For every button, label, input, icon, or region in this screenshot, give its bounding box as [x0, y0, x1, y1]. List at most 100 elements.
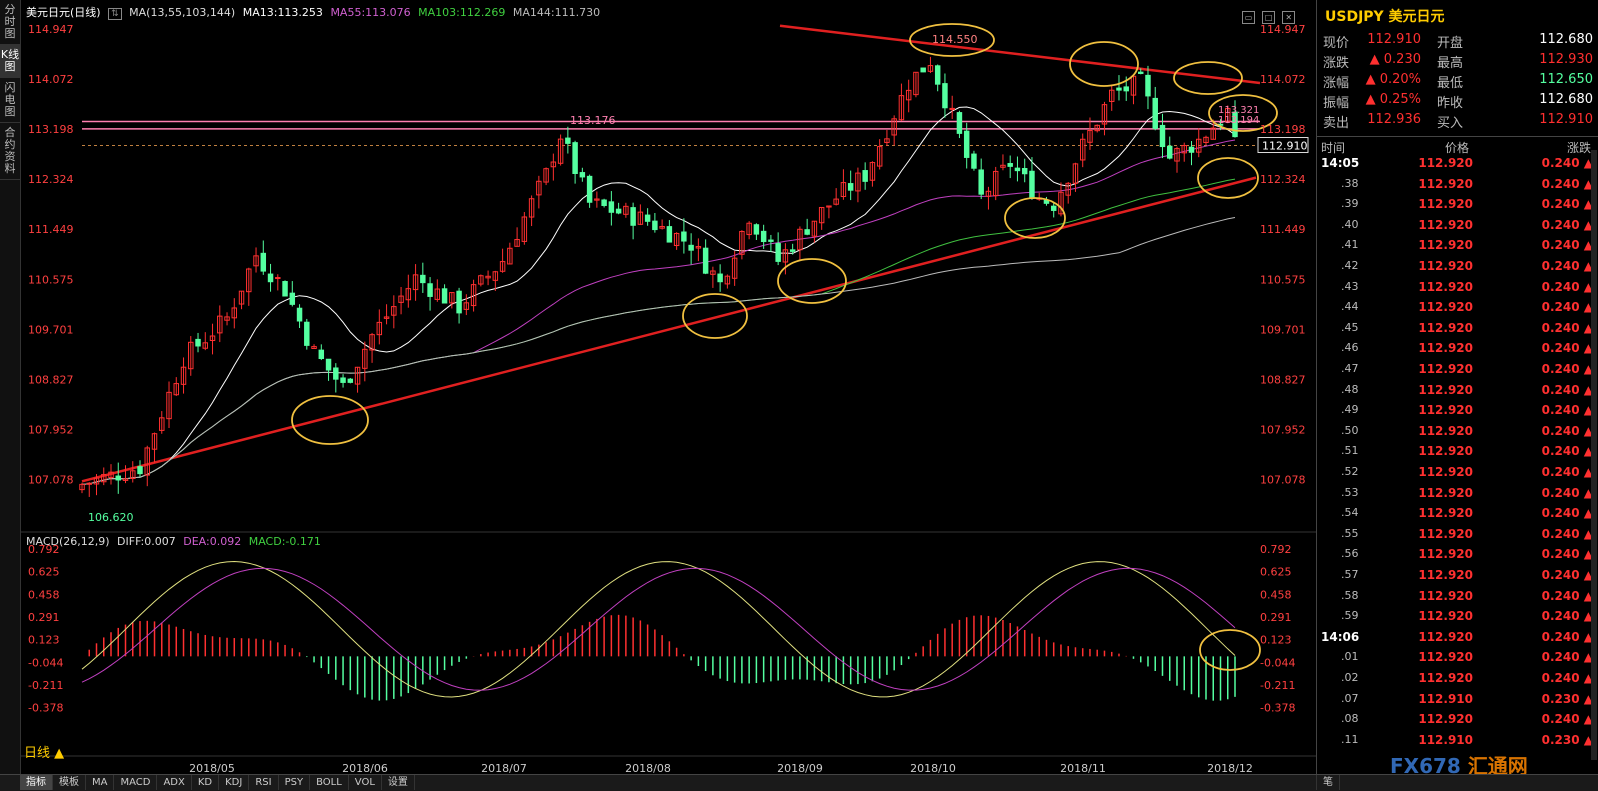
bottom-tab[interactable]: MACD	[114, 775, 158, 790]
candle-body	[1123, 86, 1129, 92]
tick-price: 112.920	[1418, 279, 1473, 294]
bottom-tab[interactable]: BOLL	[310, 775, 349, 790]
candle-body	[231, 307, 238, 319]
candle-body	[1181, 145, 1187, 154]
ticks-scrollbar[interactable]	[1591, 150, 1597, 760]
tick-change: 0.240 ▲	[1541, 465, 1593, 479]
macd-tick-label-left: -0.378	[28, 702, 63, 715]
tick-price: 112.920	[1418, 568, 1473, 582]
candle-body	[971, 153, 977, 169]
candle-body	[499, 261, 506, 272]
bottom-right-tab[interactable]: 笔	[1316, 775, 1340, 790]
candle-body	[93, 477, 100, 485]
ma55-line	[81, 139, 1236, 485]
candle-body	[449, 292, 455, 304]
tab-kline[interactable]: K线图	[0, 45, 20, 78]
quote-label: 最高	[1437, 56, 1464, 71]
highlight-circle	[1069, 41, 1139, 87]
ticks-header-time: 时间	[1321, 141, 1346, 155]
candle-body	[572, 142, 578, 174]
ticks-header-change: 涨跌	[1566, 141, 1591, 155]
tick-time: .49	[1341, 403, 1359, 417]
tick-time: .53	[1341, 485, 1359, 499]
tab-timeshare[interactable]: 分时图	[0, 0, 20, 45]
tick-row: .56 112.920 0.240 ▲	[1317, 547, 1598, 568]
high-annotation: 114.550	[932, 33, 978, 46]
bottom-tab[interactable]: PSY	[279, 775, 311, 790]
tick-change: 0.240 ▲	[1541, 320, 1593, 335]
bottom-tab[interactable]: MA	[86, 775, 115, 790]
tick-price: 112.920	[1418, 362, 1473, 376]
candle-body	[949, 107, 955, 110]
candle-body	[739, 230, 745, 255]
quote-row: 卖出 112.936 买入 112.910	[1317, 110, 1598, 131]
bottom-tab[interactable]: 设置	[382, 775, 415, 790]
candle-body	[173, 383, 180, 396]
bottom-tab[interactable]: KD	[192, 775, 220, 790]
candle-body	[913, 71, 919, 96]
bottom-tab[interactable]: VOL	[349, 775, 382, 790]
period-selector[interactable]: 日线 ▲	[24, 746, 65, 761]
highlight-circle	[1004, 197, 1066, 239]
candle-body	[79, 483, 85, 491]
legend-toggle-icon[interactable]: ⇅	[108, 8, 122, 20]
close-icon[interactable]: ✕	[1282, 11, 1296, 24]
maximize-icon[interactable]: □	[1262, 11, 1276, 24]
candle-body	[804, 229, 810, 235]
candle-body	[1196, 138, 1202, 153]
candle-body	[144, 447, 150, 476]
tick-change: 0.240 ▲	[1541, 712, 1593, 727]
tick-change: 0.240 ▲	[1541, 671, 1593, 685]
restore-icon[interactable]: ▭	[1242, 11, 1255, 24]
tick-price: 112.920	[1418, 176, 1473, 191]
y-tick-label-right: 114.947	[1260, 23, 1306, 36]
macd-diff-line	[81, 560, 1236, 698]
tick-change: 0.240 ▲	[1541, 259, 1593, 273]
legend-ma144: MA144:111.730	[512, 6, 601, 19]
tick-price: 112.920	[1418, 547, 1473, 562]
bottom-tab[interactable]: ADX	[157, 775, 192, 790]
candle-body	[391, 306, 397, 316]
tick-time: .38	[1341, 176, 1359, 190]
candle-body	[333, 367, 339, 380]
y-tick-label-left: 114.072	[28, 73, 74, 86]
y-tick-label-left: 109.701	[28, 323, 74, 336]
x-tick-label: 2018/09	[777, 762, 823, 774]
candle-body	[514, 239, 520, 247]
bottom-tab[interactable]: KDJ	[219, 775, 250, 790]
candle-body	[180, 366, 187, 385]
candle-body	[1050, 205, 1057, 211]
candle-body	[934, 65, 941, 85]
candle-body	[528, 198, 535, 218]
macd-legend: MACD(26,12,9) DIFF:0.007 DEA:0.092 MACD:…	[26, 535, 325, 548]
bottom-tab[interactable]: 指标	[20, 775, 53, 790]
tab-contract-info[interactable]: 合约资料	[0, 123, 20, 180]
tab-flash[interactable]: 闪电图	[0, 78, 20, 123]
quote-label: 买入	[1437, 116, 1464, 131]
candle-body	[492, 271, 499, 281]
kline-chart[interactable]: 114.947 114.072 113.198 112.324 111.449 110.5…	[20, 0, 1316, 774]
y-tick-label-right: 114.072	[1260, 73, 1306, 86]
bottom-tab[interactable]: RSI	[249, 775, 279, 790]
y-tick-label-right: 107.952	[1260, 424, 1306, 437]
candle-body	[376, 321, 383, 336]
tick-time: .08	[1341, 712, 1359, 726]
candle-body	[840, 182, 847, 198]
candle-body	[905, 89, 912, 101]
y-tick-label-left: 108.827	[28, 374, 74, 387]
indicator-tab-bar: 指标 模板 MA MACD ADX KD KDJ RSI PSY BOLL VOL 设置 笔	[0, 774, 1598, 791]
candle-body	[565, 137, 571, 144]
macd-tick-label-right: -0.044	[1260, 656, 1295, 669]
tick-time: .07	[1341, 691, 1359, 705]
tick-change: 0.240 ▲	[1541, 156, 1593, 170]
tick-time: .57	[1341, 568, 1359, 581]
candle-body	[746, 222, 752, 236]
quote-value: 112.680	[1539, 32, 1593, 47]
tick-row: .53 112.920 0.240 ▲	[1317, 486, 1598, 507]
bottom-tab[interactable]: 模板	[53, 775, 86, 790]
candle-body	[623, 205, 629, 215]
candle-body	[1087, 130, 1093, 143]
candle-body	[412, 274, 419, 291]
tick-row: .57 112.920 0.240 ▲	[1317, 568, 1598, 589]
level-annotation-2: 113.321	[1218, 105, 1259, 116]
